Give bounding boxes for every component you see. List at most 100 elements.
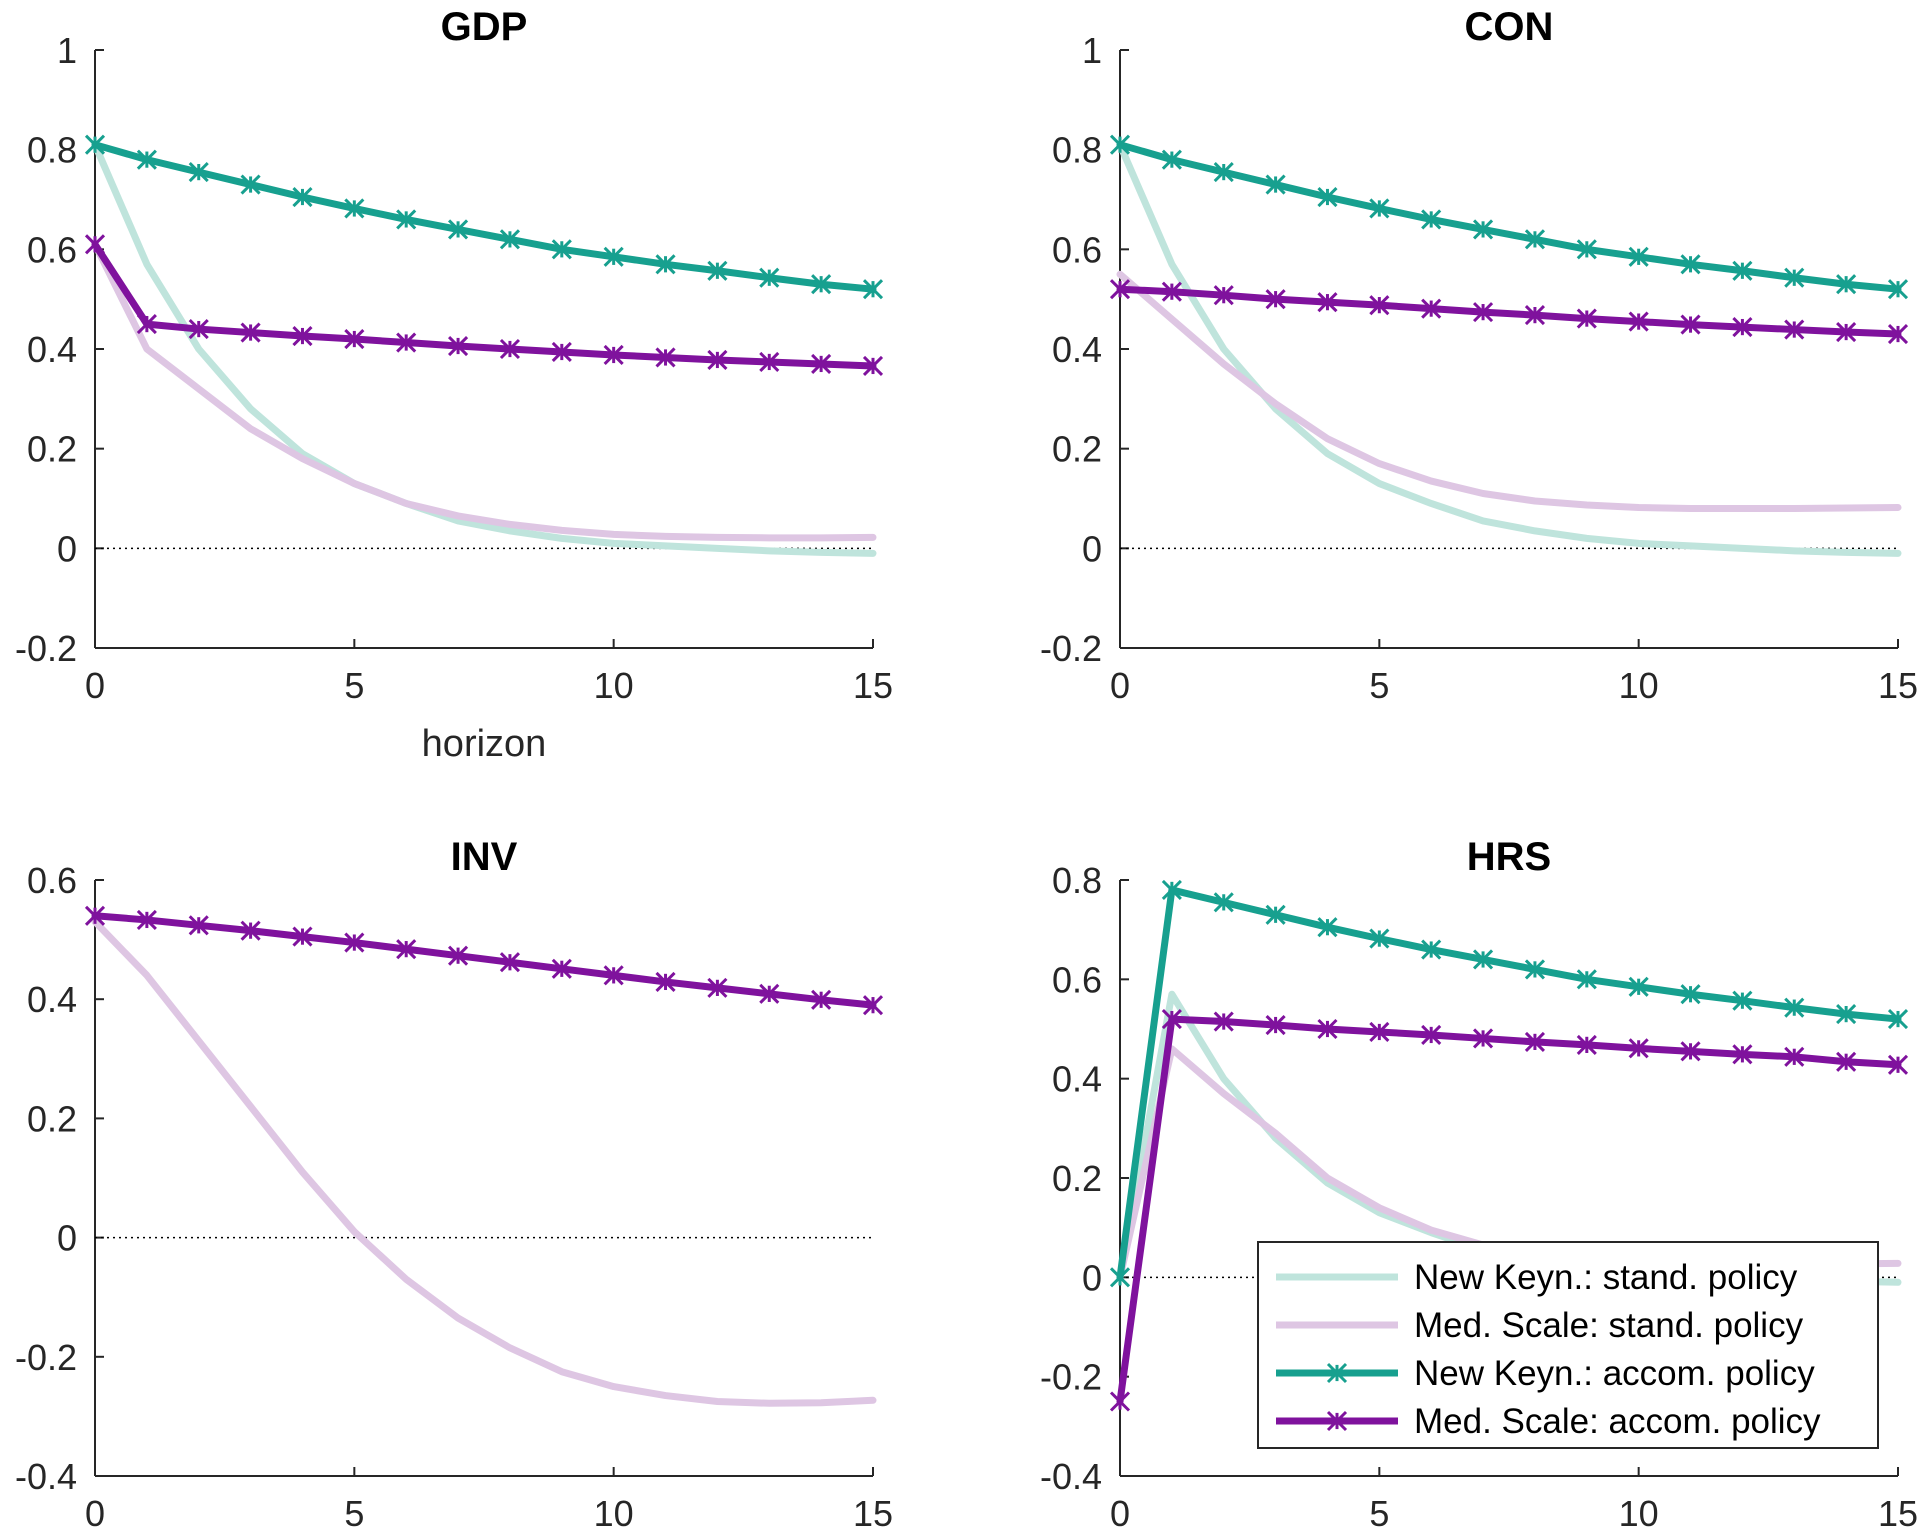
y-tick-label-con: 0.8 xyxy=(1052,130,1102,171)
x-tick-label-con: 15 xyxy=(1878,665,1918,706)
point-gdp-ms-acc xyxy=(603,344,624,366)
series-line-inv-ms-std xyxy=(91,918,877,1407)
point-gdp-ms-acc xyxy=(84,234,106,255)
point-gdp-nk-acc xyxy=(862,279,884,300)
point-gdp-nk-acc xyxy=(603,246,624,267)
point-gdp-ms-acc xyxy=(136,314,157,335)
panel-title-hrs: HRS xyxy=(1467,835,1551,879)
point-con-ms-acc xyxy=(1109,279,1131,300)
series-line-con-ms-acc xyxy=(1116,285,1902,338)
point-con-ms-acc xyxy=(1317,292,1338,313)
point-con-ms-acc xyxy=(1680,314,1701,335)
series-line-gdp-ms-acc xyxy=(91,240,877,370)
legend-marker-nk-acc xyxy=(1326,1362,1348,1384)
point-inv-ms-acc xyxy=(551,958,572,979)
legend-item-nk-std: New Keyn.: stand. policy xyxy=(1276,1258,1798,1297)
point-con-nk-acc xyxy=(1887,279,1909,300)
point-hrs-nk-acc xyxy=(1213,892,1234,913)
point-gdp-ms-acc xyxy=(551,341,572,363)
legend-label-ms-acc: Med. Scale: accom. policy xyxy=(1414,1402,1821,1441)
y-tick-label-con: 0.2 xyxy=(1052,429,1102,470)
panel-con: CON-0.200.20.40.60.810 5 10 15 xyxy=(1040,5,1918,706)
point-gdp-ms-acc xyxy=(499,338,520,360)
y-tick-label-inv: 0.6 xyxy=(27,860,77,901)
y-tick-label-gdp: 0.4 xyxy=(27,329,77,370)
series-line-gdp-ms-std xyxy=(91,240,877,542)
point-inv-ms-acc xyxy=(292,926,313,947)
y-tick-label-con: 1 xyxy=(1082,30,1102,71)
point-gdp-nk-acc xyxy=(655,254,676,275)
point-gdp-nk-acc xyxy=(759,267,780,288)
point-hrs-nk-acc xyxy=(1421,939,1442,960)
series-line-inv-ms-acc xyxy=(91,912,877,1009)
point-gdp-nk-acc xyxy=(499,229,520,250)
point-con-nk-acc xyxy=(1732,260,1753,281)
point-hrs-nk-acc xyxy=(1161,879,1182,900)
point-con-ms-acc xyxy=(1732,317,1753,338)
point-gdp-nk-acc xyxy=(396,209,417,230)
point-gdp-nk-acc xyxy=(551,239,572,260)
legend-item-ms-acc: Med. Scale: accom. policy xyxy=(1276,1402,1821,1441)
series-line-hrs-ms-acc xyxy=(1116,1015,1902,1405)
x-tick-label-inv: 15 xyxy=(853,1493,893,1534)
point-hrs-ms-acc xyxy=(1421,1024,1442,1046)
point-inv-ms-acc xyxy=(707,977,728,998)
y-tick-label-hrs: 0.6 xyxy=(1052,959,1102,1000)
x-tick-label-inv: 10 xyxy=(594,1493,634,1534)
point-inv-ms-acc xyxy=(344,932,365,953)
panel-title-inv: INV xyxy=(451,835,518,879)
point-con-nk-acc xyxy=(1213,162,1234,183)
panel-title-con: CON xyxy=(1465,5,1554,49)
x-tick-label-hrs: 15 xyxy=(1878,1493,1918,1534)
point-con-ms-acc xyxy=(1369,295,1390,316)
point-gdp-ms-acc xyxy=(344,328,365,350)
point-hrs-nk-acc xyxy=(1473,949,1494,970)
x-tick-label-hrs: 10 xyxy=(1619,1493,1659,1534)
point-hrs-nk-acc xyxy=(1265,904,1286,925)
point-inv-ms-acc xyxy=(759,983,780,1004)
point-gdp-ms-acc xyxy=(240,322,261,343)
point-hrs-nk-acc xyxy=(1732,990,1753,1011)
point-gdp-nk-acc xyxy=(136,149,157,170)
point-gdp-ms-acc xyxy=(655,347,676,368)
point-con-ms-acc xyxy=(1576,308,1597,329)
point-gdp-nk-acc xyxy=(240,174,261,195)
x-tick-label-gdp: 10 xyxy=(594,665,634,706)
point-gdp-ms-acc xyxy=(448,335,469,357)
series-line-con-nk-std xyxy=(1116,141,1902,557)
point-hrs-nk-acc xyxy=(1524,959,1545,980)
legend-item-nk-acc: New Keyn.: accom. policy xyxy=(1276,1354,1815,1393)
point-con-nk-acc xyxy=(1576,239,1597,260)
x-tick-label-inv: 0 xyxy=(85,1493,105,1534)
point-hrs-ms-acc xyxy=(1161,1009,1182,1030)
point-gdp-nk-acc xyxy=(707,260,728,281)
point-hrs-ms-acc xyxy=(1680,1041,1701,1062)
point-inv-ms-acc xyxy=(655,971,676,992)
point-inv-ms-acc xyxy=(603,965,624,986)
point-con-ms-acc xyxy=(1836,321,1857,343)
point-gdp-ms-acc xyxy=(707,349,728,371)
point-con-ms-acc xyxy=(1887,323,1909,345)
point-con-nk-acc xyxy=(1265,174,1286,195)
y-tick-label-hrs: 0.4 xyxy=(1052,1059,1102,1100)
y-tick-label-con: 0.4 xyxy=(1052,329,1102,370)
point-hrs-ms-acc xyxy=(1836,1051,1857,1072)
y-tick-label-inv: 0 xyxy=(57,1218,77,1259)
point-con-nk-acc xyxy=(1680,254,1701,275)
point-con-nk-acc xyxy=(1836,274,1857,295)
point-con-ms-acc xyxy=(1421,298,1442,319)
x-tick-label-hrs: 0 xyxy=(1110,1493,1130,1534)
y-tick-label-gdp: 0.2 xyxy=(27,429,77,470)
point-hrs-ms-acc xyxy=(1473,1028,1494,1049)
legend-label-nk-acc: New Keyn.: accom. policy xyxy=(1414,1354,1815,1393)
point-inv-ms-acc xyxy=(396,939,417,960)
series-line-gdp-nk-acc xyxy=(91,141,877,293)
point-inv-ms-acc xyxy=(448,945,469,966)
point-hrs-ms-acc xyxy=(1213,1011,1234,1032)
point-con-ms-acc xyxy=(1473,302,1494,323)
legend-marker-ms-acc xyxy=(1326,1410,1348,1432)
point-con-ms-acc xyxy=(1524,305,1545,326)
point-con-nk-acc xyxy=(1421,209,1442,230)
point-hrs-ms-acc xyxy=(1109,1391,1131,1412)
point-con-ms-acc xyxy=(1784,319,1805,340)
